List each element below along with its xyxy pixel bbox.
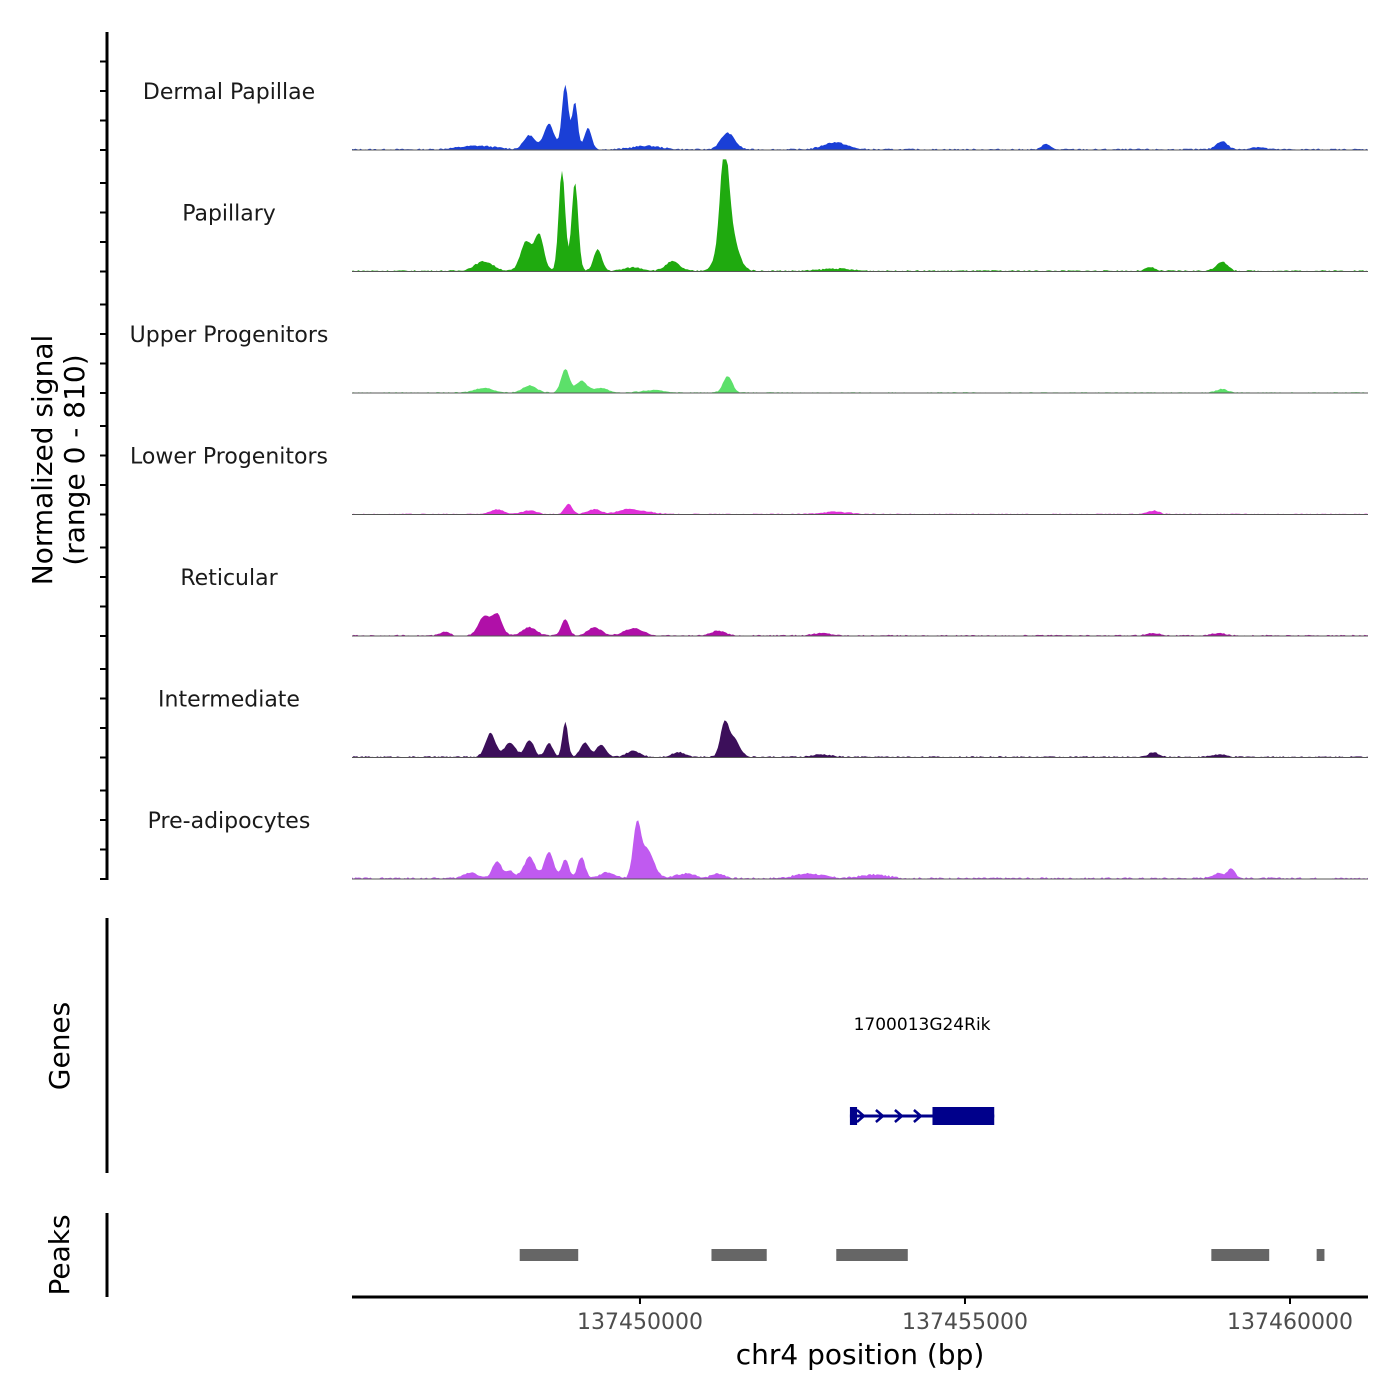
x-axis: 137450000 137455000 137460000 (352, 1295, 1368, 1335)
track-label: Intermediate (158, 688, 300, 713)
x-tick-label: 137450000 (577, 1310, 703, 1335)
peak-region (1211, 1249, 1270, 1261)
peaks-panel-title: Peaks (43, 1214, 76, 1295)
peak-region (711, 1249, 767, 1261)
genes-panel-title: Genes (43, 1002, 76, 1090)
track-label: Lower Progenitors (130, 445, 328, 470)
coverage-area (352, 369, 1368, 393)
track-dermal-papillae: Dermal Papillae (143, 80, 1368, 151)
signal-y-axis (100, 32, 109, 880)
strand-arrow (913, 1109, 923, 1123)
track-label: Upper Progenitors (130, 323, 329, 348)
track-intermediate: Intermediate (158, 688, 1368, 758)
gene-exon (849, 1107, 858, 1125)
track-label: Reticular (180, 566, 278, 591)
x-axis-title: chr4 position (bp) (736, 1338, 985, 1371)
y-axis-title-line2: (range 0 - 810) (58, 354, 91, 565)
gene-exon (932, 1107, 995, 1125)
strand-arrow (894, 1109, 904, 1123)
strand-arrow (875, 1109, 885, 1123)
x-tick-label: 137455000 (902, 1310, 1028, 1335)
track-papillary: Papillary (182, 159, 1368, 272)
gene-name-label: 1700013G24Rik (854, 1015, 991, 1035)
coverage-area (352, 720, 1368, 758)
peak-region (1316, 1249, 1325, 1261)
coverage-tracks: Dermal Papillae Papillary Upper Progenitor… (130, 80, 1368, 880)
track-pre-adipocytes: Pre-adipocytes (148, 809, 1368, 880)
coverage-area (352, 613, 1368, 636)
gene-1700013G24Rik: 1700013G24Rik (849, 1015, 995, 1125)
track-label: Pre-adipocytes (148, 809, 311, 834)
x-tick-label: 137460000 (1227, 1310, 1353, 1335)
coverage-area (352, 84, 1368, 150)
track-label: Papillary (182, 202, 276, 227)
peak-regions (519, 1249, 1325, 1261)
strand-arrow (856, 1109, 866, 1123)
track-reticular: Reticular (180, 566, 1368, 637)
coverage-area (352, 503, 1368, 515)
coverage-area (352, 159, 1368, 272)
track-label: Dermal Papillae (143, 80, 315, 105)
y-axis-title-line1: Normalized signal (26, 335, 59, 586)
gene-annotation: 1700013G24Rik (849, 1015, 995, 1125)
track-upper-progenitors: Upper Progenitors (130, 323, 1368, 394)
coverage-area (352, 820, 1368, 879)
peak-region (836, 1249, 908, 1261)
track-lower-progenitors: Lower Progenitors (130, 445, 1368, 515)
peak-region (519, 1249, 579, 1261)
